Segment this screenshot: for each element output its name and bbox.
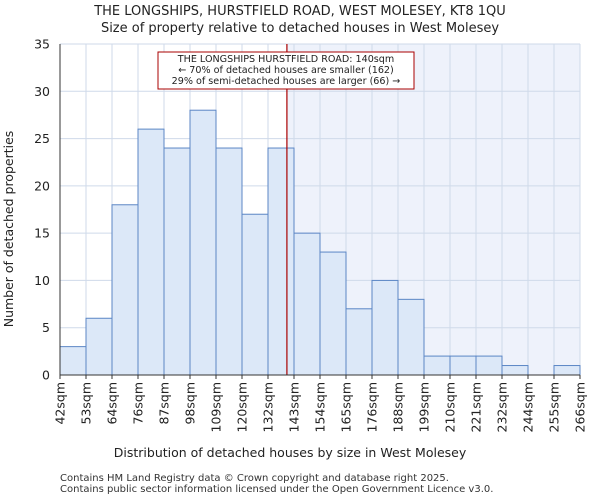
annotation-line-1: THE LONGSHIPS HURSTFIELD ROAD: 140sqm [177, 54, 394, 65]
y-tick-label: 5 [42, 320, 50, 335]
x-axis-label: Distribution of detached houses by size … [114, 445, 467, 460]
bar-221sqm [475, 355, 503, 376]
bars-layer [59, 109, 581, 376]
annotation-box [157, 51, 415, 90]
x-tick-label: 165sqm [339, 382, 354, 432]
x-tick-label: 266sqm [573, 382, 588, 432]
x-tick-label: 42sqm [53, 382, 68, 425]
bar-210sqm [449, 355, 477, 376]
x-tick-label: 188sqm [391, 382, 406, 432]
annotation-line-3: 29% of semi-detached houses are larger (… [172, 76, 401, 87]
annotation-layer: THE LONGSHIPS HURSTFIELD ROAD: 140sqm← 7… [157, 51, 415, 90]
x-tick-label: 98sqm [183, 382, 198, 425]
y-tick-label: 35 [34, 37, 50, 52]
bar-176sqm [371, 279, 399, 376]
bar-109sqm [215, 147, 243, 376]
x-tick-label: 210sqm [443, 382, 458, 432]
x-tick-label: 244sqm [521, 382, 536, 432]
bar-64sqm [111, 204, 139, 376]
chart-subtitle: Size of property relative to detached ho… [100, 21, 500, 36]
x-tick-label: 132sqm [261, 382, 276, 432]
bar-76sqm [137, 128, 165, 376]
bar-255sqm [553, 365, 581, 376]
x-tick-label: 120sqm [235, 382, 250, 432]
bar-98sqm [189, 109, 217, 376]
y-tick-label: 25 [34, 131, 50, 146]
bar-188sqm [397, 298, 425, 376]
bar-199sqm [423, 355, 451, 376]
x-tick-label: 199sqm [417, 382, 432, 432]
bar-132sqm [267, 147, 295, 376]
bar-154sqm [319, 251, 347, 376]
x-tick-label: 64sqm [105, 382, 120, 425]
footer-copyright: Contains HM Land Registry data © Crown c… [60, 473, 449, 484]
x-tick-label: 176sqm [365, 382, 380, 432]
axes-layer: 0 5 10 15 20 25 30 35 42sqm 53sqm 64sqm 76sqm 87sqm 9… [34, 37, 587, 433]
x-tick-label: 109sqm [209, 382, 224, 432]
bar-143sqm [293, 232, 321, 376]
bar-120sqm [241, 213, 269, 376]
chart-title: THE LONGSHIPS, HURSTFIELD ROAD, WEST MOL… [94, 4, 506, 19]
x-tick-label: 53sqm [79, 382, 94, 425]
x-tick-label: 143sqm [287, 382, 302, 432]
y-tick-label: 0 [42, 368, 50, 383]
x-tick-label: 232sqm [495, 382, 510, 432]
bar-165sqm [345, 308, 373, 376]
y-tick-label: 15 [34, 226, 50, 241]
footer-licence: Contains public sector information licen… [60, 484, 494, 495]
bar-87sqm [163, 147, 191, 376]
y-axis-label: Number of detached properties [1, 131, 16, 328]
x-tick-label: 221sqm [469, 382, 484, 432]
annotation-line-2: ← 70% of detached houses are smaller (16… [178, 65, 394, 76]
bar-232sqm [501, 365, 529, 376]
bar-53sqm [85, 317, 113, 376]
y-tick-label: 20 [34, 178, 50, 193]
x-tick-label: 154sqm [313, 382, 328, 432]
y-tick-label: 10 [34, 273, 50, 288]
y-tick-label: 30 [34, 84, 50, 99]
bar-42sqm [59, 346, 87, 376]
x-tick-label: 255sqm [547, 382, 562, 432]
x-tick-label: 87sqm [157, 382, 172, 425]
x-tick-label: 76sqm [131, 382, 146, 425]
